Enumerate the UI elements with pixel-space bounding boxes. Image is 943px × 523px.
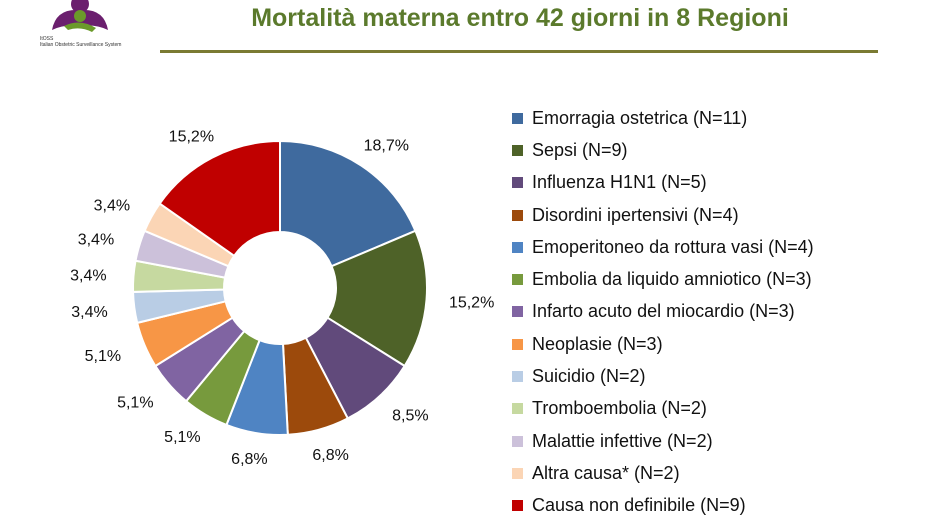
legend-swatch	[512, 338, 523, 350]
legend-label: Suicidio (N=2)	[532, 366, 646, 387]
data-label: 5,1%	[117, 394, 153, 411]
legend-item: Neoplasie (N=3)	[512, 328, 814, 360]
legend-label: Neoplasie (N=3)	[532, 333, 663, 354]
legend-label: Sepsi (N=9)	[532, 139, 628, 160]
legend-item: Influenza H1N1 (N=5)	[512, 167, 814, 199]
donut-slice	[279, 139, 417, 268]
legend-item: Malattie infettive (N=2)	[512, 425, 814, 457]
legend-item: Infarto acuto del miocardio (N=3)	[512, 296, 814, 328]
legend-item: Tromboembolia (N=2)	[512, 393, 814, 425]
data-label: 15,2%	[449, 295, 494, 312]
logo-figure-icon	[52, 0, 108, 32]
data-label: 6,8%	[231, 451, 267, 468]
itoss-logo: ItOSS Italian Obstetric Surveillance Syst…	[0, 0, 160, 55]
data-label: 6,8%	[312, 447, 348, 464]
data-label: 3,4%	[94, 198, 130, 215]
title-divider	[160, 50, 878, 53]
legend-label: Infarto acuto del miocardio (N=3)	[532, 301, 795, 322]
legend-label: Influenza H1N1 (N=5)	[532, 172, 707, 193]
legend-item: Altra causa* (N=2)	[512, 457, 814, 489]
data-label: 3,4%	[70, 267, 106, 284]
legend-label: Disordini ipertensivi (N=4)	[532, 204, 739, 225]
legend-label: Tromboembolia (N=2)	[532, 398, 707, 419]
legend-label: Emoperitoneo da rottura vasi (N=4)	[532, 236, 814, 257]
donut-slice	[158, 139, 281, 258]
legend-item: Disordini ipertensivi (N=4)	[512, 199, 814, 231]
data-label: 5,1%	[85, 348, 121, 365]
data-label: 5,1%	[164, 429, 200, 446]
data-label: 18,7%	[364, 138, 409, 155]
chart-title: Mortalità materna entro 42 giorni in 8 R…	[251, 4, 789, 32]
legend-swatch	[512, 274, 523, 286]
legend-item: Suicidio (N=2)	[512, 360, 814, 392]
legend-swatch	[512, 209, 523, 221]
legend-label: Embolia da liquido amniotico (N=3)	[532, 269, 812, 290]
legend-swatch	[512, 177, 523, 189]
legend-label: Malattie infettive (N=2)	[532, 430, 713, 451]
legend-swatch	[512, 371, 523, 383]
legend-label: Emorragia ostetrica (N=11)	[532, 107, 748, 128]
legend-label: Causa non definibile (N=9)	[532, 495, 746, 516]
data-label: 3,4%	[78, 231, 114, 248]
legend-swatch	[512, 435, 523, 447]
data-label: 8,5%	[392, 407, 428, 424]
legend-item: Causa non definibile (N=9)	[512, 490, 814, 522]
legend-swatch	[512, 241, 523, 253]
data-label: 15,2%	[169, 128, 214, 145]
logo-text: ItOSS Italian Obstetric Surveillance Syst…	[40, 36, 122, 48]
legend-swatch	[512, 500, 523, 512]
legend: Emorragia ostetrica (N=11) Sepsi (N=9) Inf…	[512, 102, 814, 522]
legend-label: Altra causa* (N=2)	[532, 462, 680, 483]
legend-item: Embolia da liquido amniotico (N=3)	[512, 263, 814, 295]
legend-swatch	[512, 467, 523, 479]
legend-swatch	[512, 144, 523, 156]
legend-swatch	[512, 306, 523, 318]
legend-swatch	[512, 112, 523, 124]
data-label: 3,4%	[71, 304, 107, 321]
legend-item: Sepsi (N=9)	[512, 134, 814, 166]
legend-swatch	[512, 403, 523, 415]
legend-item: Emoperitoneo da rottura vasi (N=4)	[512, 231, 814, 263]
legend-item: Emorragia ostetrica (N=11)	[512, 102, 814, 134]
